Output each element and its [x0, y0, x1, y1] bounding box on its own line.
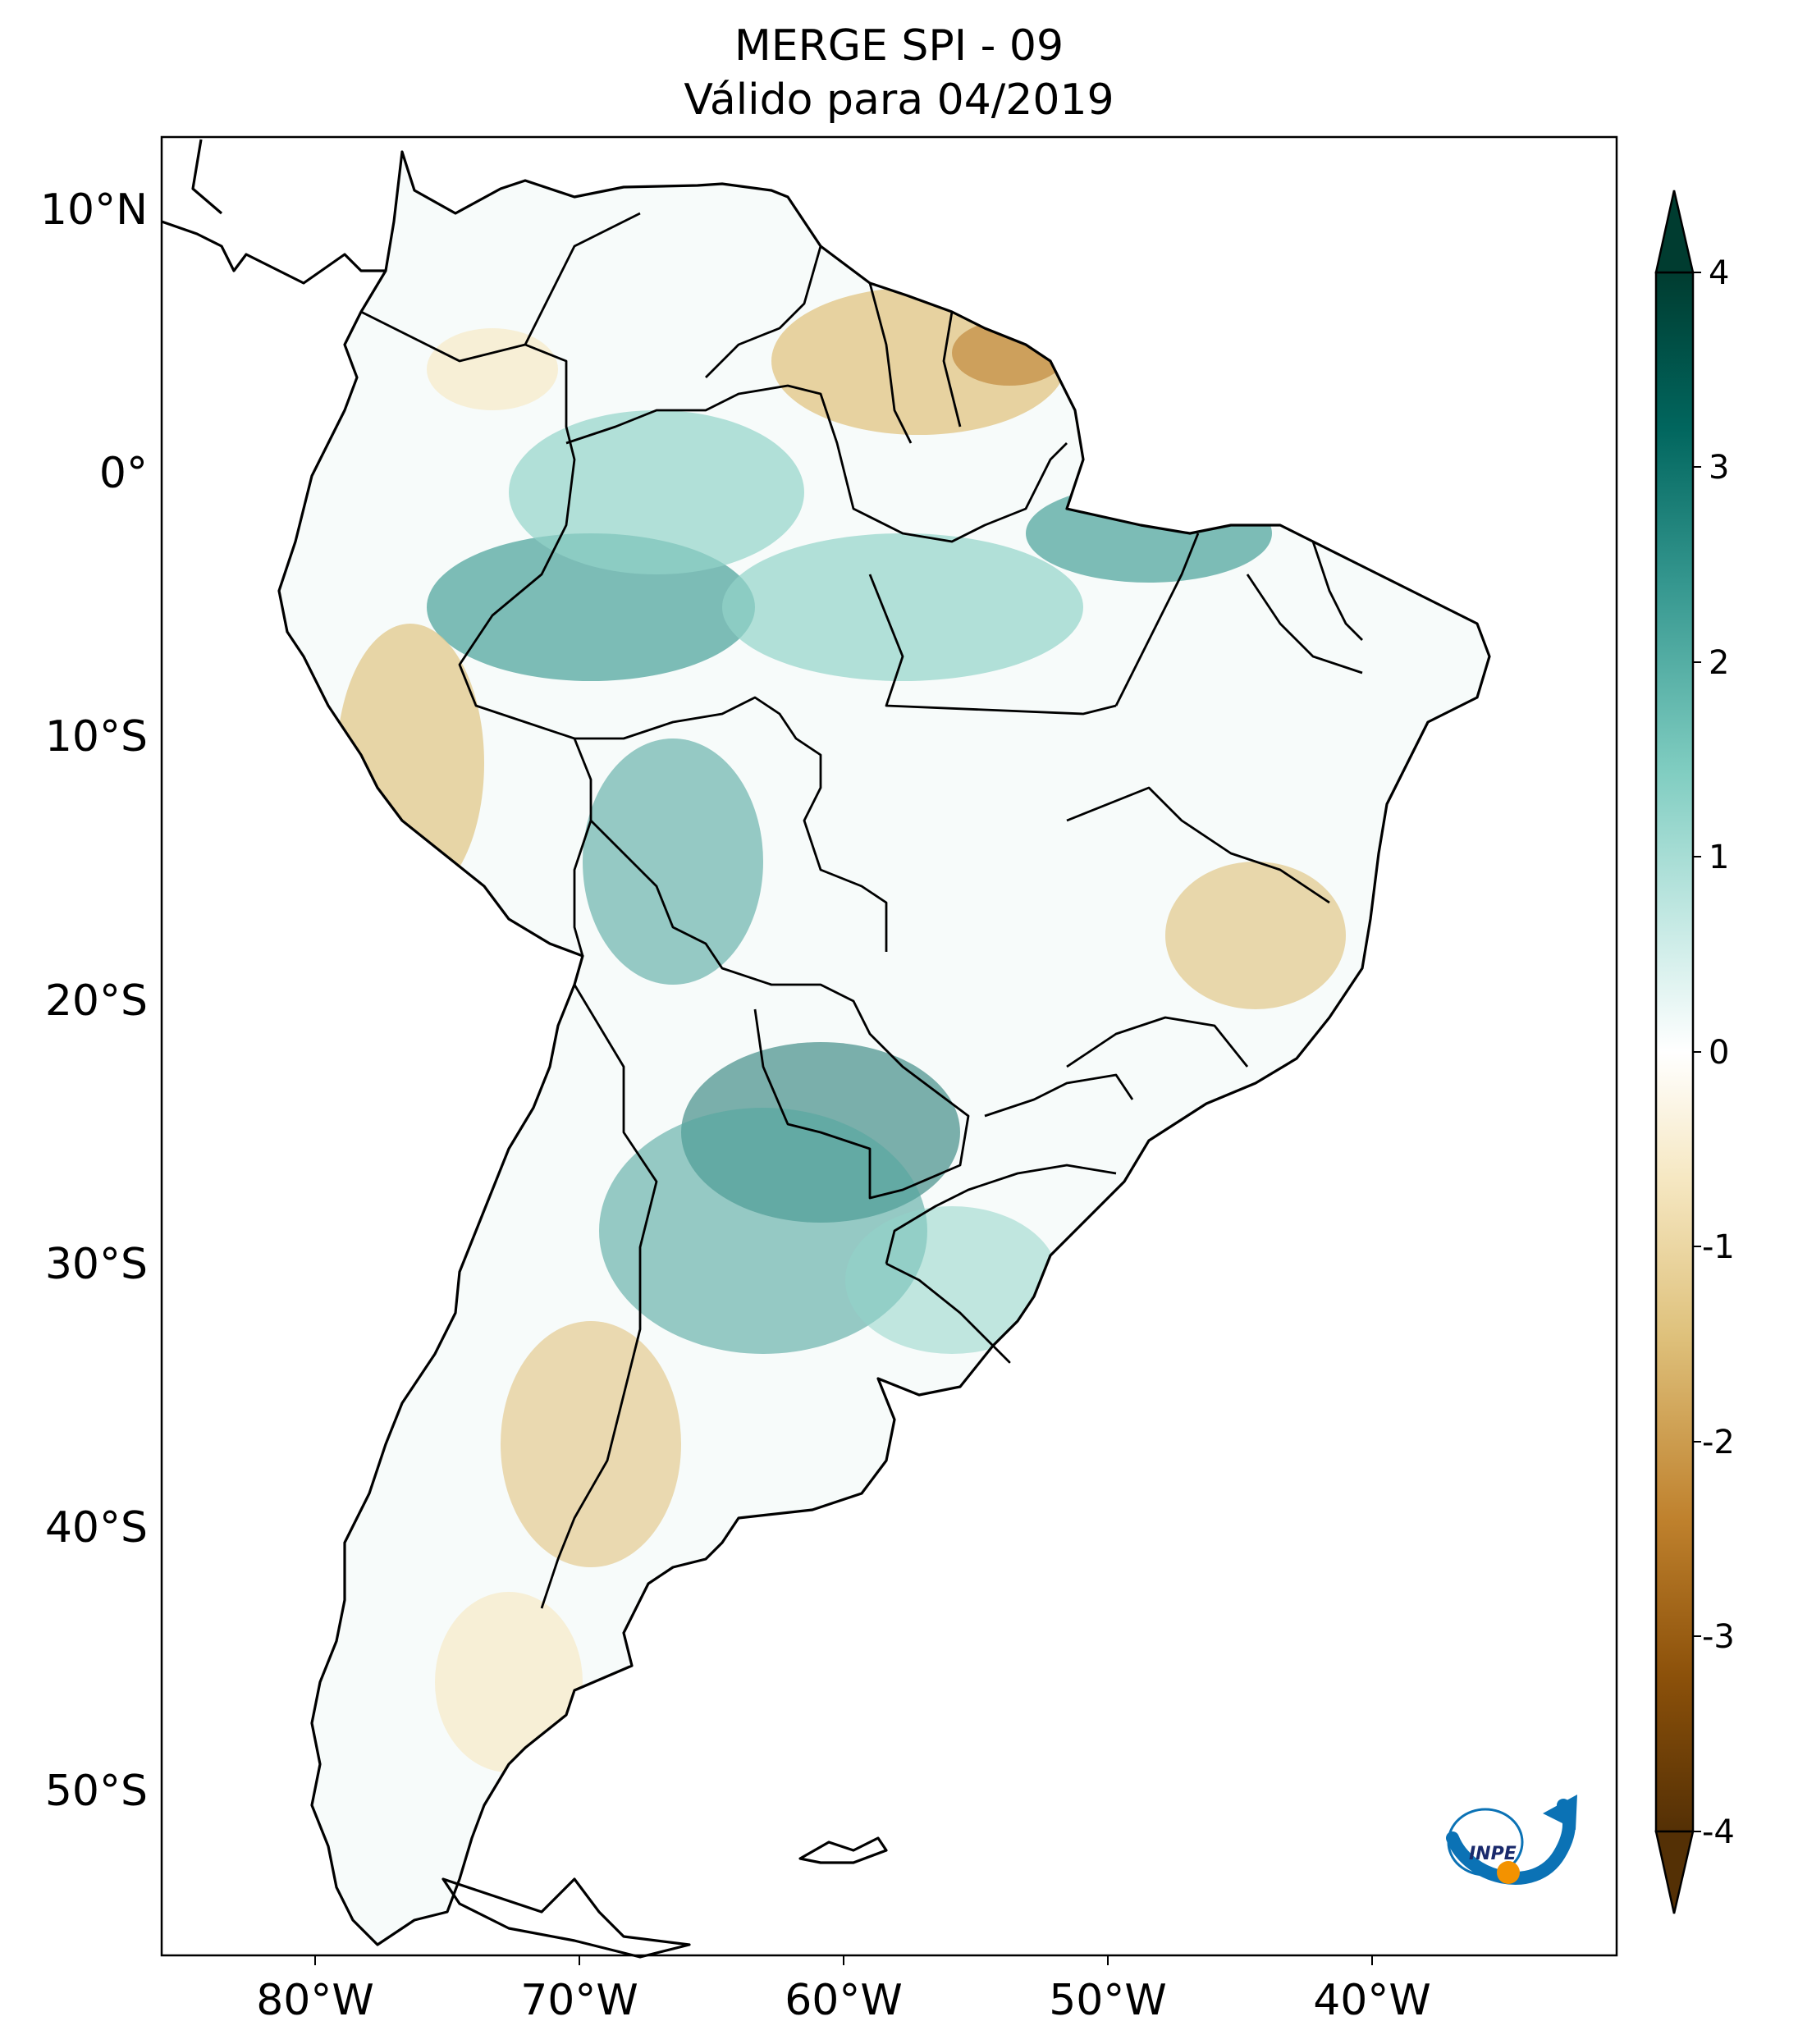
lat-axis: 10°N 0° 10°S 20°S 30°S 40°S 50°S — [40, 185, 148, 1816]
colorbar-tick-label: -3 — [1702, 1618, 1735, 1656]
colorbar-tick-label: -1 — [1702, 1228, 1735, 1266]
lat-tick-label: 0° — [99, 449, 148, 498]
lat-tick-label: 20°S — [45, 976, 148, 1026]
spi-anomaly-wet-para — [722, 533, 1083, 681]
colorbar-tick-label: 0 — [1709, 1034, 1729, 1072]
colorbar-extend-max — [1654, 190, 1695, 274]
colorbar-tick-label: 1 — [1709, 839, 1729, 876]
colorbar-ticks — [1693, 272, 1701, 1832]
inpe-logo-text: INPE — [1469, 1844, 1517, 1864]
lat-tick-label: 50°S — [45, 1767, 148, 1816]
lon-tick-label: 40°W — [1313, 1976, 1431, 2025]
lat-tick-label: 10°S — [45, 712, 148, 761]
spi-anomaly-wet-argentina-north — [599, 1108, 927, 1354]
inpe-logo-sun-icon — [1497, 1861, 1520, 1884]
inpe-logo-orbit-icon — [1447, 1808, 1524, 1877]
colorbar-tick-label: 2 — [1709, 644, 1729, 682]
colorbar-tick-label: -2 — [1702, 1424, 1735, 1461]
inpe-logo-arrow-icon — [1543, 1795, 1577, 1830]
political-borders — [360, 212, 1363, 1609]
coastline-tierra-del-fuego — [441, 1877, 691, 1959]
spi-anomaly-wet-uruguay — [845, 1206, 1059, 1354]
colorbar-gradient — [1654, 271, 1695, 1833]
spi-anomaly-dry-patagonia — [435, 1592, 583, 1772]
coastline-central-america — [161, 139, 386, 285]
lon-tick-label: 50°W — [1049, 1976, 1167, 2025]
map-subtitle: Válido para 04/2019 — [684, 75, 1114, 125]
spi-anomaly-dry-andes — [501, 1321, 681, 1567]
lon-tick-label: 80°W — [256, 1976, 374, 2025]
map-title: MERGE SPI - 09 — [734, 21, 1064, 71]
colorbar-tick-label: 4 — [1709, 254, 1729, 292]
spi-anomaly-dry-southeast — [1165, 862, 1346, 1009]
spi-anomaly-dry-venezuela — [427, 328, 558, 410]
coastline — [277, 150, 1491, 1946]
inpe-logo: INPE — [1446, 1795, 1577, 1885]
lat-tick-label: 30°S — [45, 1240, 148, 1289]
lon-axis: 80°W 70°W 60°W 50°W 40°W — [256, 1955, 1431, 2025]
colorbar-extend-min — [1654, 1830, 1695, 1914]
lat-tick-label: 10°N — [40, 185, 148, 235]
spi-anomaly-wet-amazon-north — [509, 410, 804, 574]
lat-tick-label: 40°S — [45, 1503, 148, 1552]
coastline-falklands — [798, 1836, 888, 1864]
spi-anomaly-wet-bolivia — [583, 738, 763, 985]
lon-tick-label: 60°W — [785, 1976, 903, 2025]
colorbar-tick-label: 3 — [1709, 449, 1729, 487]
colorbar: 4 3 2 1 0 -1 -2 -3 -4 — [1654, 190, 1735, 1914]
colorbar-tick-label: -4 — [1702, 1813, 1735, 1851]
lon-tick-label: 70°W — [520, 1976, 638, 2025]
